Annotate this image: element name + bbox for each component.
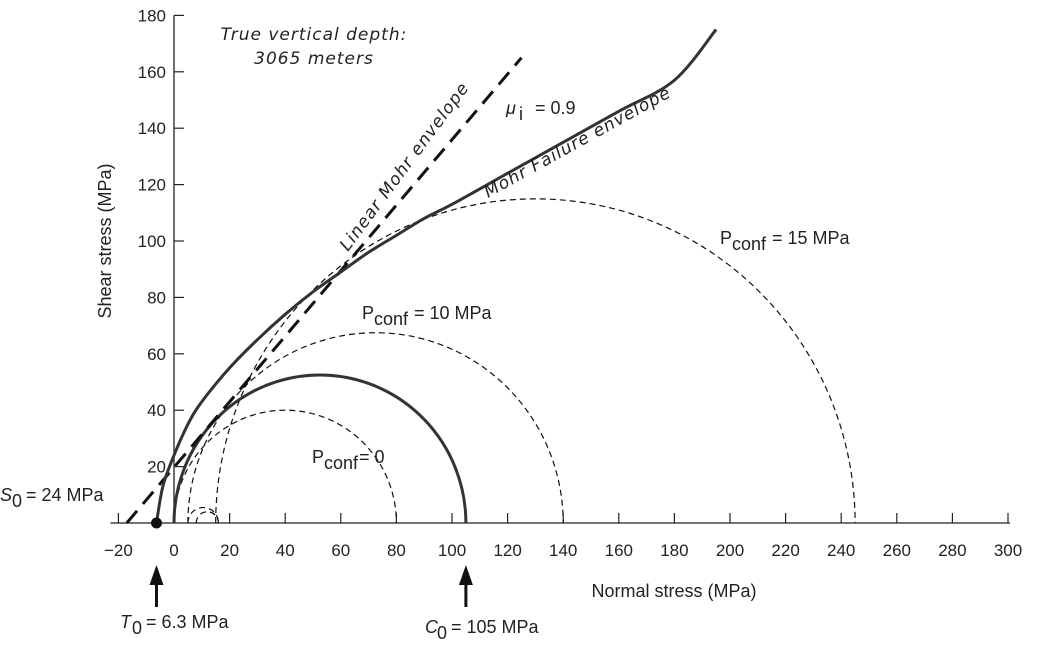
- svg-text:= 6.3 MPa: = 6.3 MPa: [146, 612, 230, 632]
- y-tick-label: 100: [138, 232, 166, 251]
- mu-label: μ i = 0.9: [505, 98, 576, 124]
- pconf-15-label: P conf = 15 MPa: [720, 228, 851, 254]
- svg-text:P: P: [720, 228, 732, 248]
- svg-text:P: P: [362, 303, 374, 323]
- svg-text:= 24 MPa: = 24 MPa: [26, 485, 105, 505]
- c0-arrow-head: [458, 565, 473, 585]
- svg-text:conf: conf: [324, 453, 359, 473]
- x-tick-label: 40: [276, 541, 295, 560]
- y-tick-label: 180: [138, 6, 166, 25]
- svg-text:0: 0: [12, 491, 22, 511]
- x-tick-label: −20: [104, 541, 133, 560]
- y-axis-label: Shear stress (MPa): [95, 163, 115, 318]
- y-tick-label: 60: [147, 345, 166, 364]
- y-tick-label: 80: [147, 288, 166, 307]
- svg-text:= 10 MPa: = 10 MPa: [414, 303, 493, 323]
- svg-text:conf: conf: [374, 309, 409, 329]
- x-tick-label: 60: [331, 541, 350, 560]
- pconf-10-label: P conf = 10 MPa: [362, 303, 493, 329]
- mohr-circle-4: [187, 506, 220, 524]
- mohr-circle-0: [173, 409, 397, 524]
- svg-text:S: S: [0, 485, 12, 505]
- svg-text:= 15 MPa: = 15 MPa: [772, 228, 851, 248]
- c0-label: C 0 = 105 MPa: [425, 617, 540, 643]
- svg-text:0: 0: [437, 623, 447, 643]
- svg-text:i: i: [519, 104, 523, 124]
- x-tick-label: 200: [716, 541, 744, 560]
- mohr-circle-2: [215, 198, 856, 524]
- x-tick-label: 180: [660, 541, 688, 560]
- x-tick-label: 100: [438, 541, 466, 560]
- t0-label: T 0 = 6.3 MPa: [120, 612, 230, 638]
- svg-text:conf: conf: [732, 234, 767, 254]
- y-tick-label: 40: [147, 401, 166, 420]
- y-tick-label: 160: [138, 63, 166, 82]
- x-axis-label: Normal stress (MPa): [591, 581, 756, 601]
- curves: [125, 28, 856, 607]
- linear-mohr-envelope: [125, 56, 523, 524]
- x-tick-label: 20: [220, 541, 239, 560]
- svg-text:μ: μ: [505, 98, 516, 118]
- mohr-failure-envelope: [155, 28, 718, 524]
- depth-annotation-line2: 3065 meters: [254, 49, 374, 69]
- svg-text:= 0.9: = 0.9: [535, 98, 576, 118]
- mohr-circle-1: [187, 332, 564, 524]
- t0-point: [150, 517, 162, 529]
- x-tick-label: 260: [883, 541, 911, 560]
- x-tick-label: 220: [771, 541, 799, 560]
- pconf-0-label: P conf = 0: [312, 447, 385, 473]
- axes: −20 0 20 40 60 80 100 120 140 160 180 200 220 240 260 2…: [104, 6, 1022, 560]
- x-tick-label: 0: [169, 541, 178, 560]
- svg-text:T: T: [120, 612, 133, 632]
- x-tick-label: 300: [994, 541, 1022, 560]
- svg-text:P: P: [312, 447, 324, 467]
- svg-text:0: 0: [132, 618, 142, 638]
- svg-text:= 105 MPa: = 105 MPa: [451, 617, 540, 637]
- depth-annotation-line1: True vertical depth:: [221, 25, 408, 45]
- x-tick-label: 160: [605, 541, 633, 560]
- x-tick-label: 140: [549, 541, 577, 560]
- s0-label: S 0 = 24 MPa: [0, 485, 105, 511]
- x-tick-label: 240: [827, 541, 855, 560]
- svg-text:C: C: [425, 617, 439, 637]
- y-tick-label: 120: [138, 176, 166, 195]
- y-tick-label: 20: [147, 458, 166, 477]
- y-tick-label: 140: [138, 119, 166, 138]
- x-tick-label: 120: [493, 541, 521, 560]
- mohr-circle-5: [195, 511, 220, 524]
- x-tick-label: 80: [387, 541, 406, 560]
- svg-text:= 0: = 0: [359, 447, 385, 467]
- mohr-circle-3: [172, 373, 468, 524]
- t0-arrow-head: [149, 565, 164, 585]
- x-tick-label: 280: [938, 541, 966, 560]
